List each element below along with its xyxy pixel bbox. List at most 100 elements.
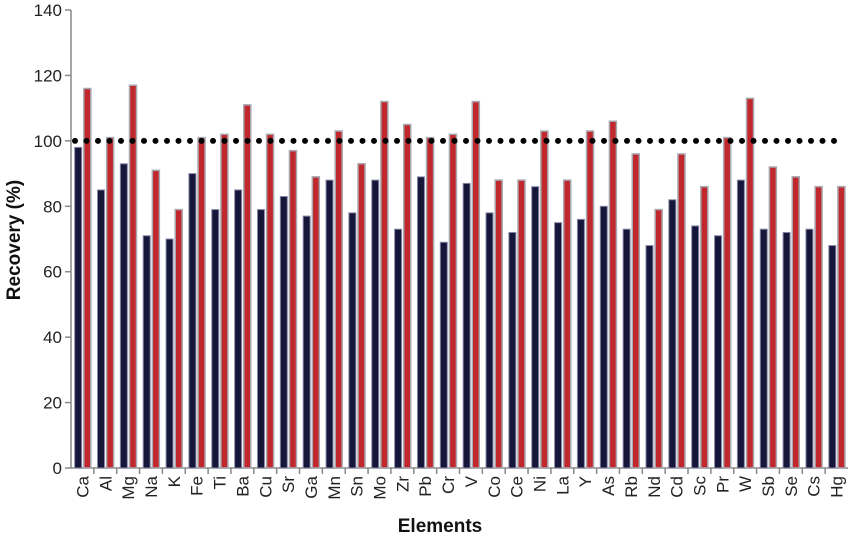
x-tick-label: Cu [256,476,275,498]
bar-series2 [677,153,686,469]
x-axis-title: Elements [398,516,482,537]
x-tick-label: Mo [371,476,390,500]
x-tick-label: Fe [188,476,207,496]
x-tick-label: K [165,475,184,487]
bar-series1 [256,209,265,469]
bar-series1 [371,179,380,469]
bar-series2 [174,208,183,469]
bar-series2 [585,130,595,469]
bar-series2 [722,136,732,469]
bar-series1 [691,225,700,469]
bar-series2 [220,133,229,469]
bar-series1 [462,182,471,469]
bar-series1 [394,228,403,469]
bar-series1 [211,209,220,469]
bar-series1 [645,245,654,469]
bar-series2 [334,130,343,469]
bar-series2 [265,133,275,469]
x-tick-label: As [599,476,618,496]
x-tick-label: Ni [530,476,549,492]
y-tick-label: 60 [43,263,62,282]
bar-series2 [837,185,846,469]
bar-series2 [83,87,92,469]
x-tick-label: Sr [279,476,298,493]
y-tick-label: 80 [43,197,62,216]
bar-series2 [243,104,252,469]
bar-series1 [782,231,791,469]
bar-series1 [234,189,243,469]
x-tick-label: Ce [508,476,527,498]
bar-series1 [439,241,448,469]
bar-series2 [357,163,366,469]
bar-series1 [74,146,83,469]
x-tick-label: Al [96,476,115,491]
bar-series1 [302,215,311,469]
bar-series2 [105,136,115,469]
y-tick-label: 40 [43,328,62,347]
bar-series2 [494,179,503,469]
bar-series1 [531,186,540,469]
x-tick-label: Rb [622,476,641,498]
x-tick-label: Mn [325,476,344,500]
bar-series1 [325,179,334,469]
x-tick-label: Se [782,476,801,497]
x-tick-label: Co [485,476,504,498]
bar-series2 [608,120,618,469]
bar-series1 [165,238,174,469]
y-axis-title: Recovery (%) [4,180,25,300]
y-tick-label: 20 [43,394,62,413]
bar-series2 [814,185,823,469]
bar-series1 [416,176,425,469]
bar-series1 [622,228,631,469]
bar-series2 [562,179,572,469]
x-tick-label: Hg [828,476,847,498]
x-tick-label: La [553,475,572,494]
x-tick-label: Pr [713,476,732,493]
bar-series2 [197,136,206,469]
y-tick-label: 0 [53,459,62,478]
x-tick-label: Mg [119,476,138,500]
x-tick-label: Cs [805,476,824,497]
bars [74,84,846,469]
bar-series2 [380,100,389,469]
bar-series2 [151,169,161,469]
bar-series2 [631,153,641,469]
bar-series2 [288,149,298,469]
bar-series1 [279,195,288,469]
x-tick-label: Ga [302,475,321,498]
x-tick-label: Pb [416,476,435,497]
bar-series2 [700,185,709,469]
bar-series1 [736,179,745,469]
x-tick-label: Na [142,475,161,497]
x-tick-label: Cr [439,476,458,494]
y-tick-label: 100 [34,132,62,151]
x-tick-label: Nd [645,476,664,498]
y-tick-label: 140 [34,1,62,20]
bar-series1 [554,222,563,469]
bar-series2 [517,179,526,469]
bar-series1 [508,231,517,469]
x-tick-label: V [462,475,481,487]
x-tick-label: Sc [690,476,709,496]
x-tick-label: Sb [759,476,778,497]
bar-series2 [425,136,435,469]
bar-series2 [540,130,549,469]
bar-series2 [402,123,412,469]
bar-series1 [348,212,357,469]
bar-series1 [142,235,151,469]
x-tick-label: W [736,476,755,492]
bar-series1 [714,235,723,469]
bar-series2 [654,208,663,469]
y-tick-label: 120 [34,66,62,85]
bar-series1 [599,205,608,469]
x-tick-label: Cd [668,476,687,498]
bar-series2 [791,176,800,469]
bar-series2 [745,97,755,469]
bar-series2 [768,166,778,469]
x-tick-label: Ca [73,475,92,497]
bar-series2 [311,176,321,469]
x-tick-label: Sn [348,476,367,497]
